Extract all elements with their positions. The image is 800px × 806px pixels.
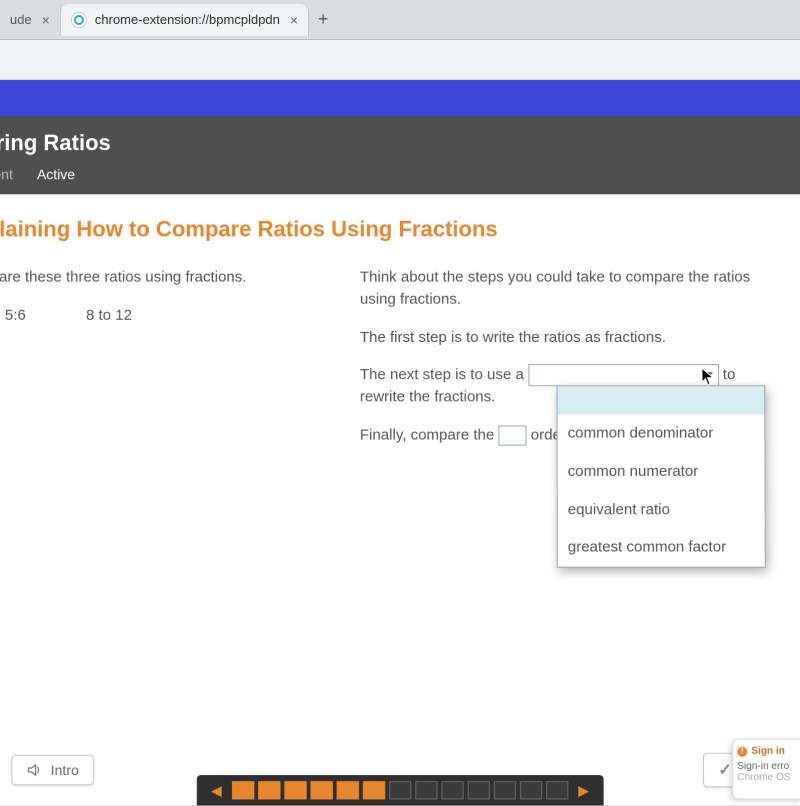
dropdown-trigger-2[interactable] — [498, 426, 526, 446]
new-tab-button[interactable]: + — [309, 5, 337, 33]
subtab-active[interactable]: Active — [37, 166, 75, 182]
dropdown-option-1[interactable]: common numerator — [558, 452, 765, 490]
lesson-header: aring Ratios ent Active — [0, 116, 800, 194]
signin-line2: Chrome OS — [737, 772, 797, 783]
subtab-inactive[interactable]: ent — [0, 166, 13, 182]
progress-box[interactable] — [494, 781, 516, 799]
progress-box[interactable] — [284, 781, 306, 799]
tab-1[interactable]: ude × — [0, 3, 61, 35]
left-column: are these three ratios using fractions. … — [0, 267, 320, 463]
lesson-title: aring Ratios — [0, 130, 800, 156]
ratio-1: 5:6 — [5, 305, 26, 327]
progress-box[interactable] — [232, 781, 254, 799]
check-icon: ✓ — [718, 760, 732, 780]
left-prompt: are these three ratios using fractions. — [0, 267, 320, 289]
warning-icon: ! — [737, 746, 747, 756]
tab-1-label: ude — [10, 12, 32, 27]
dropdown-option-2[interactable]: equivalent ratio — [558, 491, 765, 529]
progress-box[interactable] — [441, 781, 463, 799]
speaker-icon — [26, 762, 42, 778]
dropdown-menu: common denominator common numerator equi… — [557, 385, 766, 567]
progress-box[interactable] — [520, 781, 542, 799]
content-card: laining How to Compare Ratios Using Frac… — [0, 194, 800, 805]
p3a: The next step is to use a — [360, 366, 524, 383]
progress-strip: ◀ ▶ — [197, 775, 603, 805]
close-icon[interactable]: × — [290, 12, 298, 26]
progress-box[interactable] — [467, 781, 489, 799]
dropdown-option-blank[interactable] — [558, 386, 765, 414]
right-column: Think about the steps you could take to … — [360, 267, 778, 463]
progress-prev-icon[interactable]: ◀ — [205, 782, 228, 799]
right-p1: Think about the steps you could take to … — [360, 267, 777, 311]
close-icon[interactable]: × — [42, 12, 50, 26]
progress-box[interactable] — [258, 781, 280, 799]
signin-popup[interactable]: ! Sign in Sign-in erro Chrome OS — [732, 739, 800, 800]
right-p2: The first step is to write the ratios as… — [360, 326, 777, 348]
intro-button[interactable]: Intro — [11, 755, 94, 785]
tab-2-label: chrome-extension://bpmcpldpdn — [95, 12, 280, 27]
content-area: laining How to Compare Ratios Using Frac… — [0, 194, 800, 805]
progress-next-icon[interactable]: ▶ — [572, 782, 595, 799]
browser-toolbar — [0, 40, 800, 80]
signin-line1: Sign-in erro — [737, 761, 797, 772]
p4a: Finally, compare the — [360, 427, 494, 444]
dropdown-option-3[interactable]: greatest common factor — [558, 529, 765, 567]
dropdown-trigger-1[interactable] — [528, 364, 719, 386]
ratio-2: 8 to 12 — [86, 305, 132, 327]
progress-box[interactable] — [546, 781, 568, 799]
browser-tabstrip: ude × chrome-extension://bpmcpldpdn × + — [0, 0, 800, 40]
app-header-bar — [0, 80, 800, 116]
progress-box[interactable] — [363, 781, 385, 799]
favicon-icon — [71, 11, 87, 27]
tab-2[interactable]: chrome-extension://bpmcpldpdn × — [61, 3, 309, 35]
progress-box[interactable] — [415, 781, 437, 799]
progress-box[interactable] — [310, 781, 332, 799]
page-heading: laining How to Compare Ratios Using Frac… — [0, 216, 777, 242]
progress-box[interactable] — [337, 781, 359, 799]
dropdown-option-0[interactable]: common denominator — [558, 414, 765, 452]
intro-label: Intro — [51, 762, 79, 778]
signin-header: Sign in — [751, 746, 785, 757]
cursor-icon — [701, 367, 715, 387]
progress-box[interactable] — [389, 781, 411, 799]
